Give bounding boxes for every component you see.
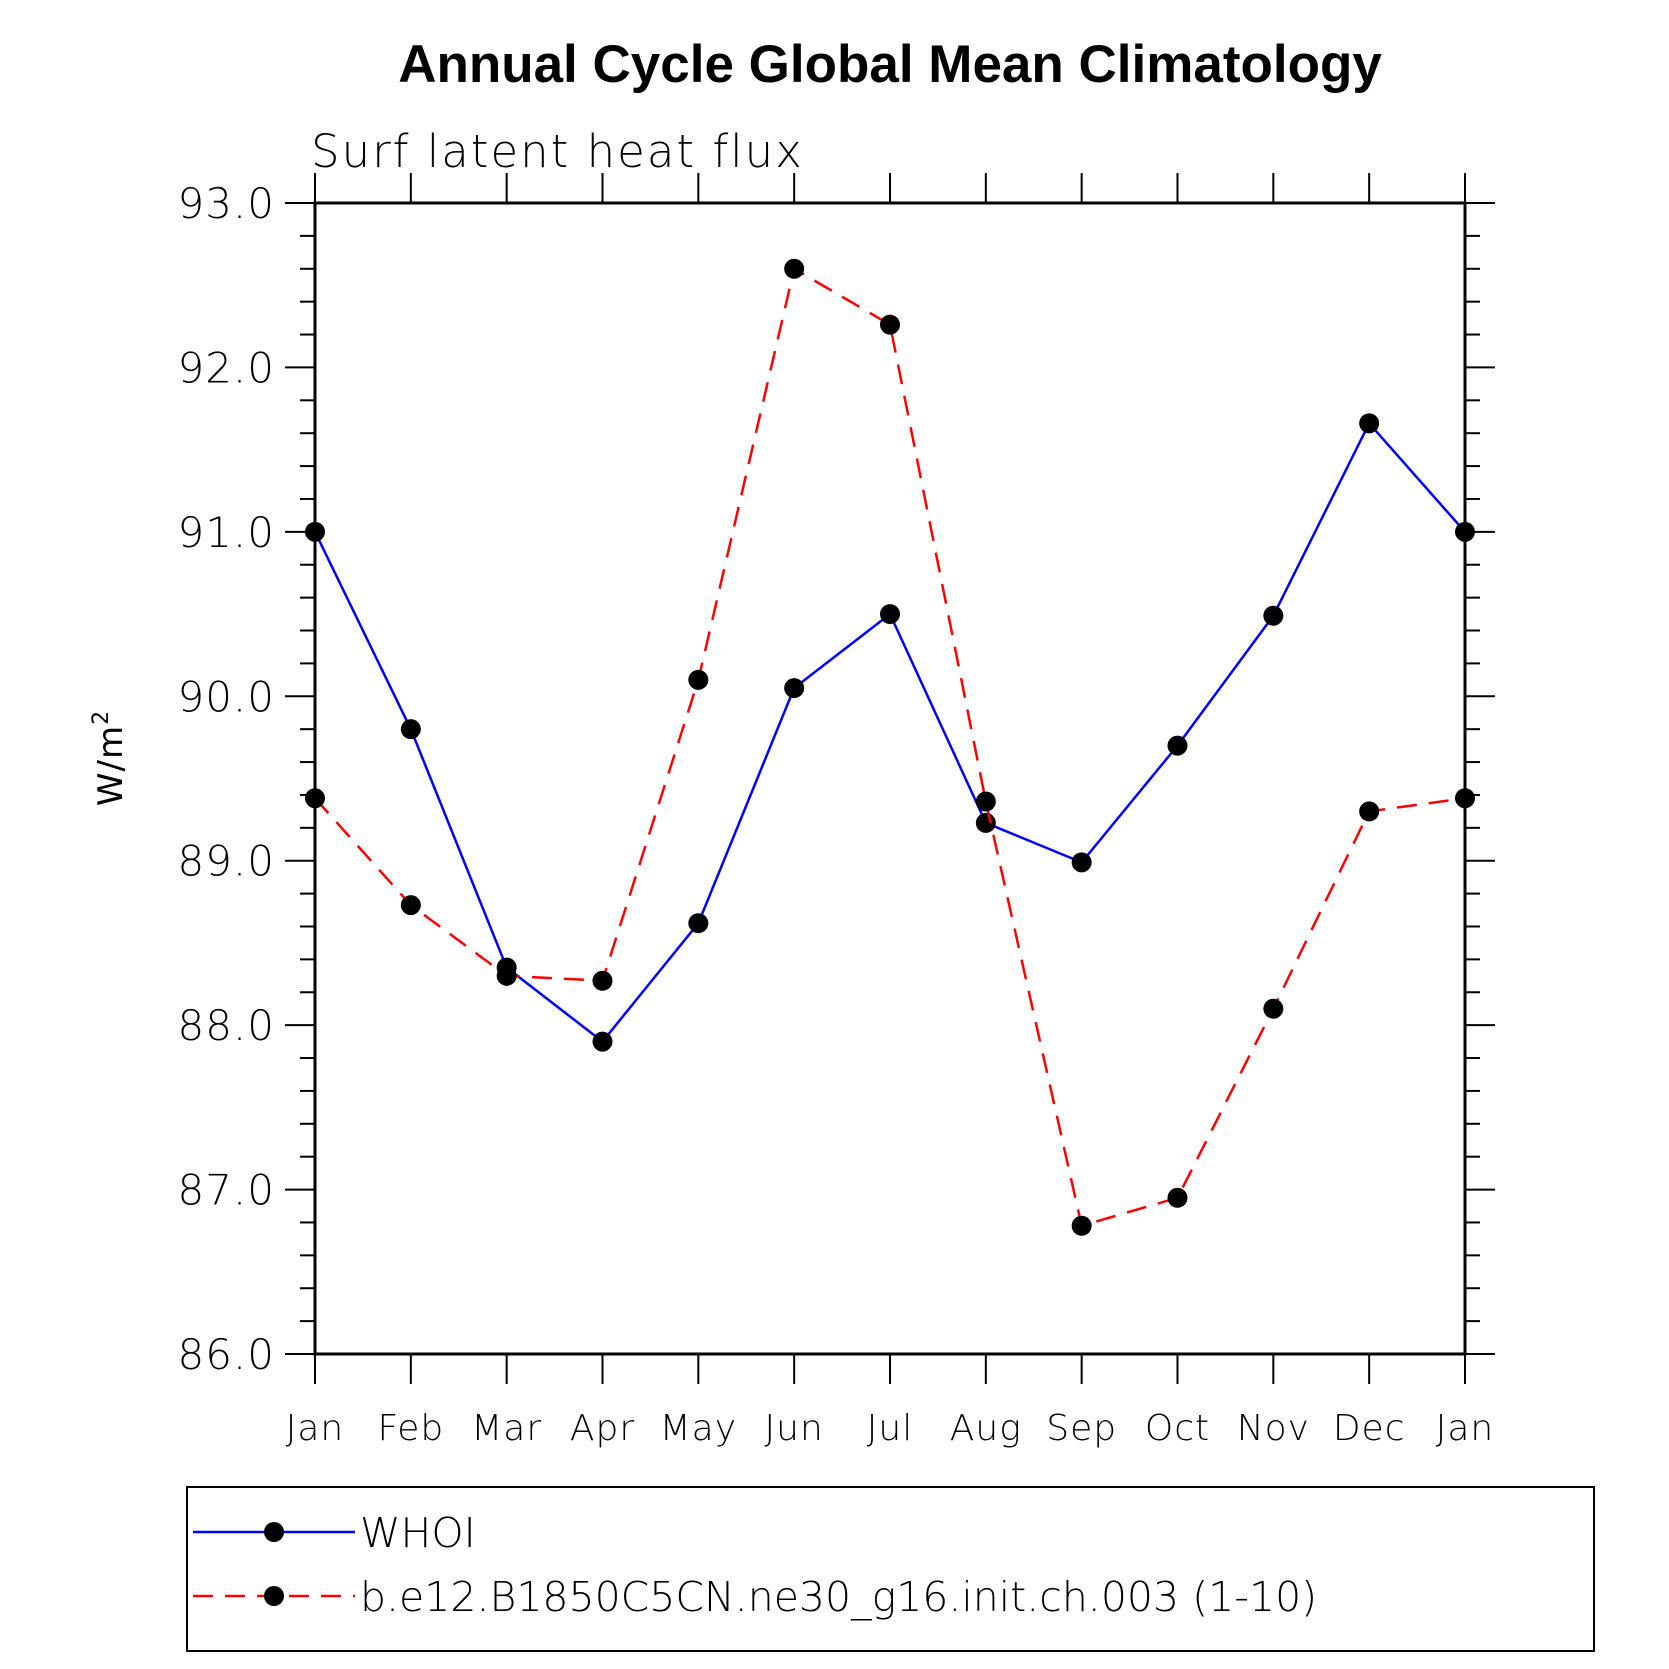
plot-series [305, 258, 1475, 1236]
axes: 86.0 87.0 88.0 89.0 90.0 91.0 92.0 93.0 Jan Feb Ma… [177, 173, 1495, 1449]
series-line-2 [314, 266, 1466, 1228]
chart-subtitle: Surf latent heat flux [311, 125, 804, 178]
x-tick-label: Sep [1046, 1408, 1117, 1449]
plot-frame [313, 201, 1467, 1356]
data-point-series-1 [1359, 413, 1380, 434]
data-point-series-1 [305, 521, 325, 542]
data-point-series-1 [1167, 735, 1188, 756]
data-point-series-1 [1263, 605, 1284, 626]
data-point-series-1 [1455, 521, 1475, 542]
data-point-series-1 [975, 812, 996, 833]
x-tick-label: Jul [867, 1408, 913, 1449]
data-point-series-2 [688, 669, 709, 690]
legend-marker-2 [264, 1586, 284, 1606]
x-tick-label: Jan [286, 1408, 345, 1449]
chart-title: Annual Cycle Global Mean Climatology [398, 35, 1382, 94]
y-axis-label: W/m2 [89, 710, 131, 806]
data-point-series-2 [784, 258, 805, 279]
y-tick-label: 87.0 [177, 1166, 275, 1215]
x-tick-label: May [660, 1408, 737, 1449]
data-point-series-2 [496, 965, 517, 986]
legend-label-1: WHOI [360, 1509, 476, 1557]
data-point-series-2 [305, 788, 325, 809]
y-tick-label: 92.0 [177, 343, 275, 392]
y-tick-label: 89.0 [177, 837, 275, 886]
data-point-series-2 [1455, 788, 1475, 809]
data-point-series-2 [1263, 998, 1284, 1019]
data-point-series-1 [400, 719, 421, 740]
x-tick-label: Jun [765, 1408, 824, 1449]
legend-box [186, 1486, 1595, 1652]
legend-marker-1 [264, 1522, 284, 1542]
data-point-series-2 [592, 970, 613, 991]
x-tick-label: Feb [377, 1408, 444, 1449]
legend: WHOI b.e12.B1850C5CN.ne30_g16.init.ch.003… [193, 1509, 1317, 1621]
x-tick-label: Dec [1333, 1408, 1406, 1449]
x-tick-label: Oct [1145, 1408, 1210, 1449]
data-point-series-2 [880, 314, 900, 335]
x-tick-label: Nov [1237, 1408, 1310, 1449]
data-point-series-2 [400, 895, 421, 916]
x-tick-label: Jan [1436, 1408, 1495, 1449]
y-tick-label: 90.0 [177, 672, 275, 721]
y-tick-label: 88.0 [177, 1001, 275, 1050]
data-point-series-1 [784, 678, 805, 699]
data-point-series-2 [1071, 1215, 1092, 1236]
y-tick-label: 86.0 [177, 1330, 275, 1379]
x-tick-label: Apr [570, 1408, 635, 1449]
data-point-series-1 [592, 1031, 613, 1052]
data-point-series-1 [688, 913, 709, 934]
series-line-1 [313, 421, 1466, 1044]
data-point-series-2 [975, 791, 996, 812]
data-point-series-1 [880, 604, 900, 625]
x-tick-label: Mar [471, 1408, 542, 1449]
data-point-series-2 [1167, 1187, 1188, 1208]
x-tick-label: Aug [950, 1408, 1022, 1449]
legend-label-2: b.e12.B1850C5CN.ne30_g16.init.ch.003 (1-… [360, 1573, 1317, 1621]
data-point-series-2 [1359, 801, 1380, 822]
y-tick-label: 93.0 [177, 179, 275, 228]
data-point-series-1 [1071, 852, 1092, 873]
y-tick-label: 91.0 [177, 508, 275, 557]
